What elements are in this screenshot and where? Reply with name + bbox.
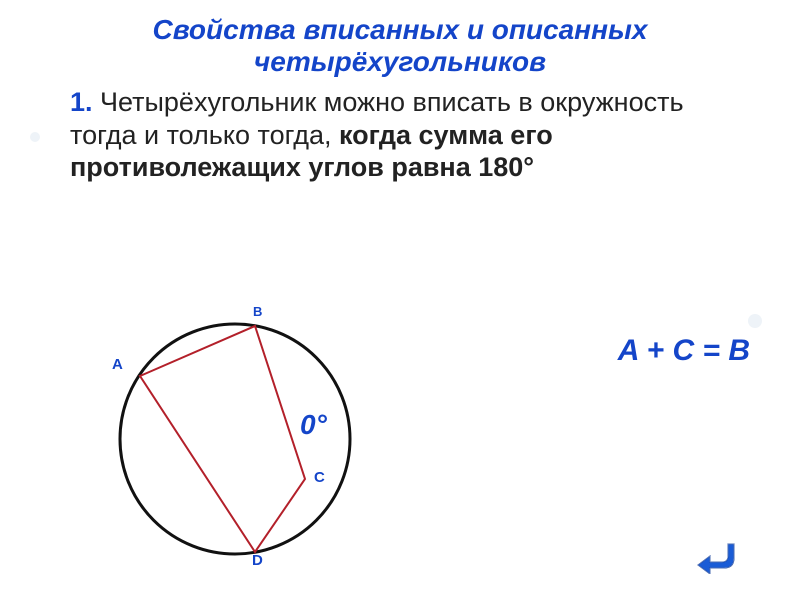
diagram-svg [100, 304, 370, 574]
property-text: 1. Четырёхугольник можно вписать в окруж… [0, 86, 800, 183]
diagram-quadrilateral [140, 326, 305, 552]
page-title: Свойства вписанных и описанных четырёхуг… [0, 14, 800, 78]
angle-label: 0° [300, 409, 327, 441]
vertex-label-D: D [252, 552, 263, 569]
diagram-inscribed-quadrilateral: A B C D [100, 304, 370, 574]
vertex-label-C: C [314, 469, 325, 486]
back-button[interactable] [696, 538, 740, 574]
property-number: 1. [70, 87, 93, 117]
vertex-label-B: B [253, 304, 262, 319]
title-line1: Свойства вписанных и описанных [0, 14, 800, 46]
vertex-label-A: A [112, 356, 123, 373]
equation-text: A + C = B [618, 334, 750, 368]
title-line2: четырёхугольников [0, 46, 800, 78]
decorative-dot [748, 314, 762, 328]
decorative-dot [30, 132, 40, 142]
return-arrow-icon [696, 538, 740, 574]
